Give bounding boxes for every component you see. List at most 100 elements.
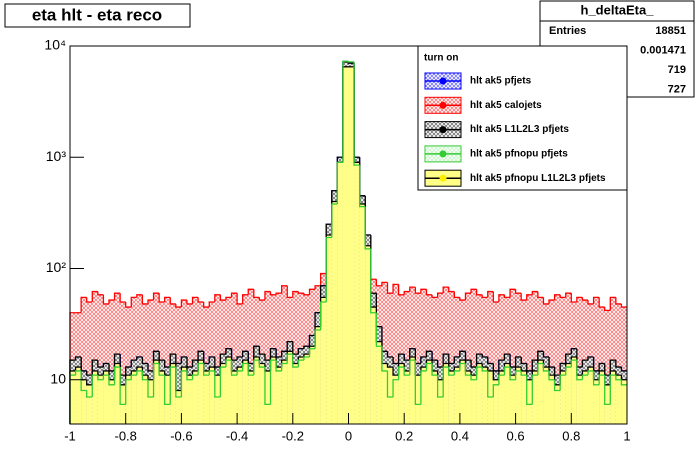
bar-outline: [264, 354, 271, 361]
bar: [437, 293, 444, 424]
bar: [186, 303, 193, 424]
bar-outline: [225, 296, 232, 301]
bar-outline: [91, 359, 98, 376]
bar-outline: [169, 353, 176, 368]
bar: [231, 370, 238, 424]
bar: [593, 379, 600, 424]
bar-outline: [86, 297, 93, 303]
x-tick-label: -0.2: [282, 428, 304, 443]
bar-outline: [169, 297, 176, 305]
bar: [242, 360, 249, 424]
bar-outline: [197, 297, 204, 303]
bar: [214, 294, 221, 424]
bar: [220, 363, 226, 424]
bar-outline: [169, 366, 176, 405]
bar-outline: [175, 303, 182, 308]
bar-outline: [230, 360, 238, 376]
stats-label: Entries: [549, 25, 586, 37]
stats-value: 719: [668, 64, 686, 76]
bar: [86, 301, 93, 424]
bar: [125, 375, 132, 424]
bar: [493, 301, 499, 424]
bar: [526, 294, 533, 424]
bar-outline: [559, 374, 566, 391]
bar-outline: [180, 299, 187, 308]
bar: [498, 370, 505, 424]
bar: [92, 291, 98, 424]
bar-outline: [180, 370, 187, 397]
bar-outline: [565, 292, 572, 298]
bar-outline: [598, 297, 605, 308]
bar-outline: [403, 354, 410, 361]
bar-outline: [409, 348, 416, 361]
legend-marker: [439, 77, 447, 85]
bar-outline: [392, 357, 399, 365]
bar: [582, 370, 589, 424]
y-tick-label: 10²: [46, 259, 67, 275]
bar-outline: [420, 370, 427, 405]
bar-outline: [136, 294, 143, 298]
bar-outline: [436, 360, 444, 368]
bar-outline: [537, 291, 544, 299]
bar-outline: [475, 366, 483, 380]
bar-outline: [281, 362, 288, 371]
bar: [209, 367, 215, 424]
bar-outline: [253, 289, 260, 299]
bar-outline: [548, 299, 555, 304]
bar-outline: [147, 299, 154, 304]
bar-outline: [130, 370, 137, 376]
bar-outline: [113, 292, 121, 301]
bar-outline: [598, 374, 605, 385]
bar: [81, 379, 87, 424]
bar: [448, 291, 455, 424]
bar-outline: [236, 293, 243, 305]
bar-outline: [570, 293, 577, 303]
bar-outline: [130, 374, 137, 380]
bar-outline: [242, 294, 249, 304]
bar: [248, 370, 254, 424]
bar-outline: [242, 362, 249, 371]
bar: [437, 379, 444, 424]
bar-outline: [286, 285, 293, 299]
bar-outline: [615, 297, 622, 305]
legend-marker: [439, 101, 447, 109]
bar-outline: [320, 272, 327, 286]
bar-outline: [353, 61, 360, 166]
bar-outline: [481, 367, 488, 372]
bar-outline: [264, 367, 271, 406]
bar-outline: [308, 334, 316, 347]
bar-outline: [381, 281, 388, 286]
bar-outline: [303, 345, 310, 349]
bar: [549, 375, 555, 424]
bar-outline: [214, 370, 221, 398]
bar: [498, 294, 505, 424]
bar: [610, 370, 616, 424]
bar-outline: [141, 370, 148, 381]
bar-outline: [225, 348, 232, 355]
bar: [276, 367, 282, 424]
bar-outline: [397, 284, 405, 296]
bar-outline: [386, 351, 394, 358]
bar-outline: [425, 289, 433, 296]
bar-outline: [292, 290, 299, 298]
bar-outline: [587, 300, 594, 305]
legend: turn on hlt ak5 pfjets hlt ak5 calojets hlt…: [417, 45, 628, 191]
bar-outline: [74, 366, 82, 371]
bar-outline: [470, 360, 477, 368]
bar: [599, 370, 605, 424]
bar: [81, 297, 87, 424]
bar-outline: [386, 370, 394, 398]
bar: [454, 367, 460, 424]
bar-outline: [548, 370, 555, 381]
bar-outline: [492, 370, 499, 381]
bar-outline: [464, 292, 472, 301]
bar-outline: [314, 329, 321, 349]
bar-outline: [86, 379, 93, 386]
bar-outline: [459, 297, 466, 301]
bar: [565, 363, 572, 424]
bar-outline: [258, 297, 265, 301]
bar-outline: [609, 359, 616, 376]
bar-outline: [520, 370, 527, 376]
bar: [465, 293, 472, 424]
bar-outline: [592, 370, 600, 386]
